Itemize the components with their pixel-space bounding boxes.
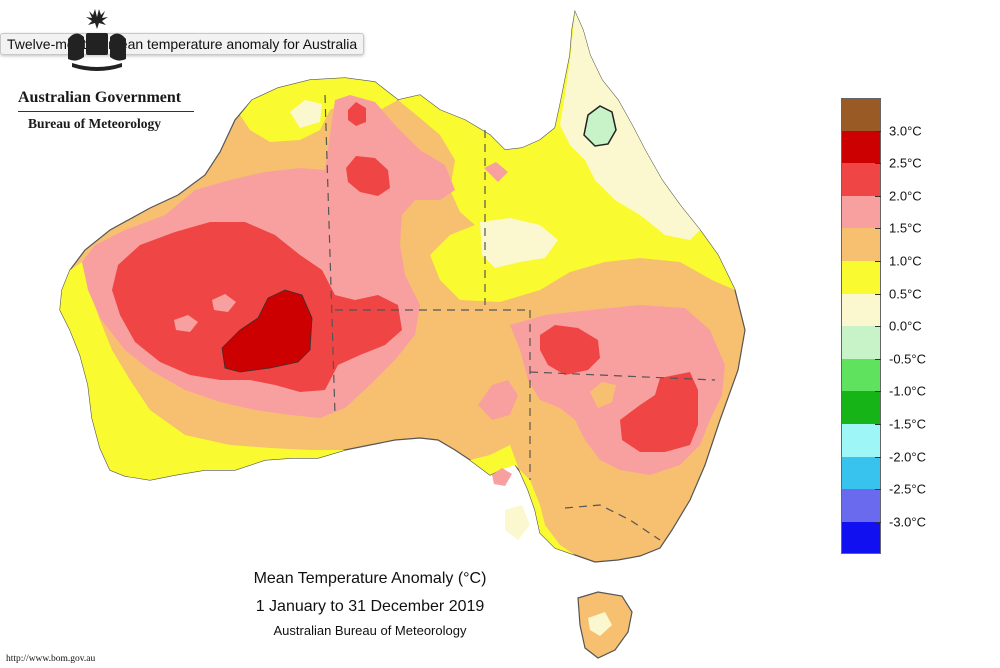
band-red-nsw <box>620 372 698 452</box>
band-pink-small-south <box>492 468 512 486</box>
legend-label: -1.0°C <box>889 383 926 399</box>
legend-swatch <box>841 423 881 457</box>
map-title-tooltip: Twelve-monthly mean temperature anomaly … <box>0 33 365 55</box>
caption-source: Australian Bureau of Meteorology <box>273 623 467 638</box>
caption-title: Mean Temperature Anomaly (°C) <box>253 570 487 587</box>
legend-tick <box>875 130 881 132</box>
band-red-west <box>112 222 402 392</box>
band-pink-nt-blob <box>484 162 508 182</box>
legend-tick <box>875 195 881 197</box>
government-label: Australian Government <box>18 89 194 112</box>
legend-swatch <box>841 195 881 229</box>
band-darkred-west <box>221 289 313 373</box>
legend-label: 3.0°C <box>889 123 922 139</box>
legend-tick <box>875 163 881 165</box>
legend-label: 2.0°C <box>889 188 922 204</box>
band-red-nt-central <box>346 156 390 196</box>
bureau-label: Bureau of Meteorology <box>28 116 161 131</box>
legend-label: -0.5°C <box>889 351 926 367</box>
legend-label: -3.0°C <box>889 514 926 530</box>
color-legend: 3.0°C 2.5°C 2.0°C 1.5°C 1.0°C 0.5°C 0.0°C -0.5°… <box>841 98 991 555</box>
legend-swatch <box>841 326 881 359</box>
legend-swatch <box>841 130 881 164</box>
band-green-cooktown <box>583 105 617 147</box>
band-cream-capeyork <box>560 12 700 240</box>
legend-swatch <box>841 163 881 196</box>
legend-swatch <box>841 456 881 490</box>
legend-tick <box>875 521 881 523</box>
legend-label: -2.5°C <box>889 481 926 497</box>
legend-swatch <box>841 98 881 131</box>
legend-tick <box>875 261 881 262</box>
state-borders <box>324 94 716 541</box>
legend-swatch <box>841 358 881 392</box>
band-red-nt-north <box>348 102 366 126</box>
band-yellow-west <box>60 262 345 480</box>
legend-tick <box>875 424 881 425</box>
band-pink-sa-blob <box>478 380 518 420</box>
legend-swatch <box>841 521 881 555</box>
legend-swatch <box>841 228 881 261</box>
band-red-qld-sa <box>540 325 600 375</box>
caption-period: 1 January to 31 December 2019 <box>255 598 485 615</box>
legend-swatch <box>841 489 881 522</box>
band-cream-kimberley <box>290 100 322 128</box>
legend-label: -1.5°C <box>889 416 926 432</box>
legend-swatch <box>841 260 881 294</box>
legend-tick <box>875 489 881 491</box>
legend-tick <box>875 358 881 360</box>
legend-swatch <box>841 391 881 424</box>
band-pink-spot-2 <box>212 294 236 312</box>
legend-label: -2.0°C <box>889 449 926 465</box>
legend-label: 0.0°C <box>889 318 922 334</box>
coat-of-arms-icon <box>68 9 126 71</box>
band-cream-gulf <box>480 218 558 268</box>
legend-label: 1.0°C <box>889 253 922 269</box>
band-cream-sa <box>505 505 530 540</box>
legend-tick <box>875 456 881 458</box>
legend-tick <box>875 293 881 295</box>
legend-label: 1.5°C <box>889 220 922 236</box>
legend-tick <box>875 391 881 393</box>
source-url[interactable]: http://www.bom.gov.au <box>6 654 96 664</box>
legend-label: 2.5°C <box>889 155 922 171</box>
legend-label: 0.5°C <box>889 286 922 302</box>
tasmania-cream <box>588 612 612 636</box>
legend-swatch <box>841 293 881 327</box>
band-pink-spot-1 <box>174 315 198 332</box>
legend-tick <box>875 326 881 328</box>
legend-tick <box>875 228 881 230</box>
band-orange-spot-qld <box>590 382 616 408</box>
